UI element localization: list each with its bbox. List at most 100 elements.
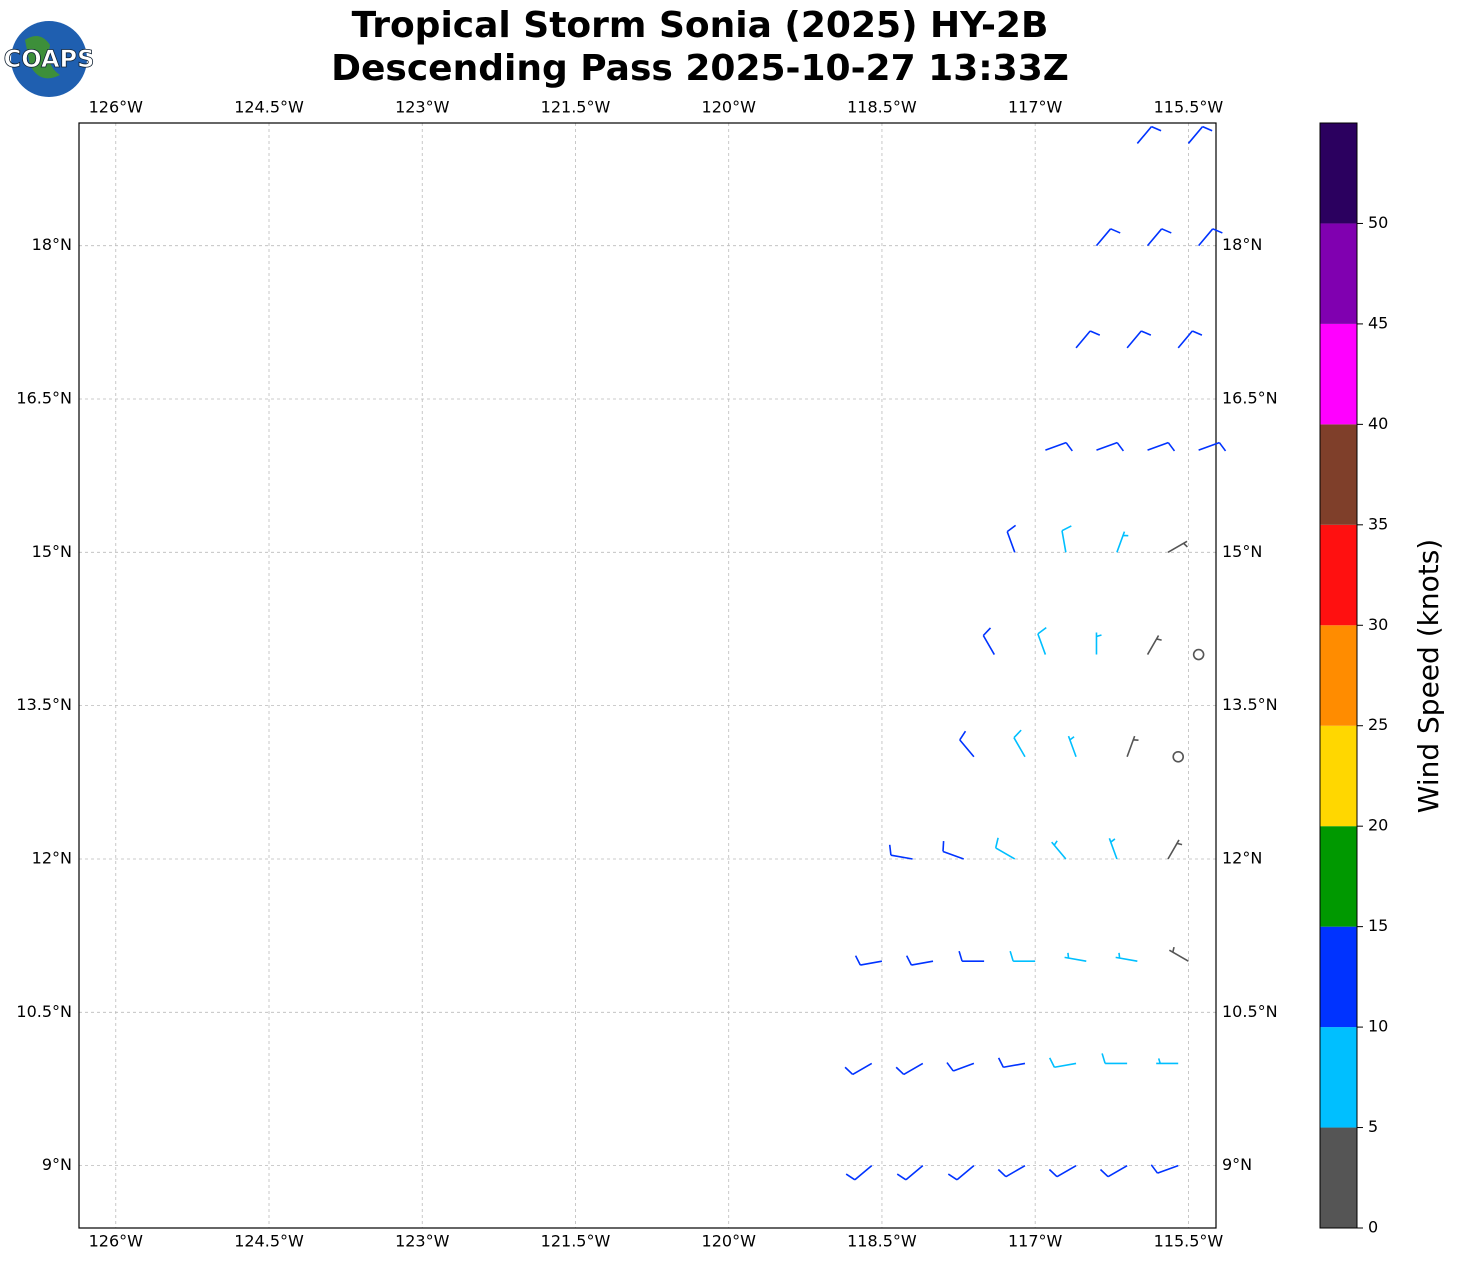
y-tick-label: 10.5°N: [1222, 1002, 1278, 1021]
wind-barb: [1192, 648, 1205, 661]
x-tick-label: 126°W: [89, 98, 144, 117]
x-tick-label: 115.5°W: [1154, 1232, 1224, 1251]
wind-barb: [1051, 840, 1067, 860]
chart-subtitle: Descending Pass 2025-10-27 13:33Z: [331, 48, 1069, 89]
logo-text: COAPS: [4, 45, 95, 73]
wind-barb: [1177, 330, 1203, 349]
colorbar-segment: [1320, 826, 1357, 927]
colorbar-tick-label: 30: [1368, 615, 1388, 634]
wind-barb: [845, 1165, 873, 1181]
wind-barb: [942, 840, 964, 860]
wind-barb: [1126, 735, 1139, 758]
y-tick-label: 10.5°N: [16, 1002, 72, 1021]
wind-barb: [997, 1164, 1026, 1178]
colorbar-frame: [1319, 122, 1358, 1229]
colorbar-segment: [1320, 926, 1357, 1028]
colorbar-segment: [1320, 1127, 1357, 1228]
wind-barb: [1006, 524, 1017, 553]
x-tick-label: 121.5°W: [541, 1232, 611, 1251]
wind-barb: [1172, 750, 1185, 763]
y-tick-label: 15°N: [32, 542, 72, 561]
wind-barb: [1013, 729, 1026, 758]
wind-barb: [1108, 838, 1118, 860]
x-tick-label: 124.5°W: [234, 98, 304, 117]
wind-barb: [1061, 525, 1072, 553]
chart-title: Tropical Storm Sonia (2025) HY-2B: [352, 5, 1049, 46]
wind-barb: [844, 1062, 873, 1076]
x-tick-label: 115.5°W: [1154, 98, 1224, 117]
colorbar-label: Wind Speed (knots): [1412, 539, 1445, 813]
colorbar-segment: [1320, 223, 1357, 324]
wind-barb: [946, 1062, 975, 1072]
x-tick-label: 117°W: [1008, 98, 1063, 117]
wind-barb: [1187, 125, 1213, 144]
x-tick-label: 121.5°W: [541, 98, 611, 117]
wind-barb: [854, 955, 883, 966]
colorbar-tick-label: 5: [1368, 1117, 1378, 1136]
y-tick-label: 12°N: [1222, 848, 1262, 867]
x-tick-label: 118.5°W: [847, 98, 917, 117]
wind-barb: [1075, 330, 1101, 349]
y-tick-label: 18°N: [32, 235, 72, 254]
wind-barb: [1156, 1058, 1179, 1065]
wind-barb: [1167, 839, 1183, 860]
wind-barb: [1048, 1164, 1077, 1178]
wind-barb: [982, 627, 996, 655]
wind-barb: [1101, 1053, 1128, 1065]
x-tick-label: 123°W: [395, 98, 450, 117]
wind-barb: [947, 1165, 975, 1181]
wind-barb: [1095, 228, 1121, 247]
wind-barb: [888, 844, 913, 860]
y-tick-label: 9°N: [1222, 1155, 1252, 1174]
wind-barb: [1048, 1057, 1077, 1069]
wind-barb: [1099, 1164, 1128, 1178]
logo-land: [25, 36, 60, 79]
y-tick-label: 15°N: [1222, 542, 1262, 561]
colorbar-segment: [1320, 524, 1357, 626]
colorbar-tick-label: 25: [1368, 715, 1388, 734]
x-tick-label: 120°W: [702, 98, 757, 117]
y-tick-label: 18°N: [1222, 235, 1262, 254]
y-tick-label: 16.5°N: [1222, 388, 1278, 407]
wind-barb: [1147, 441, 1176, 452]
wind-barb: [895, 1062, 924, 1076]
wind-barb: [1167, 540, 1188, 554]
wind-barb: [1146, 228, 1172, 247]
wind-barb: [1126, 330, 1152, 349]
wind-barb: [1136, 125, 1162, 144]
wind-barb: [1067, 735, 1077, 758]
y-tick-label: 13.5°N: [16, 695, 72, 714]
colorbar-tick-label: 0: [1368, 1218, 1378, 1237]
wind-barb: [1115, 952, 1138, 962]
wind-barb: [1168, 946, 1189, 962]
wind-barb: [1198, 228, 1223, 247]
wind-barb: [905, 955, 934, 966]
wind-barb: [994, 837, 1016, 860]
y-tick-label: 9°N: [42, 1155, 72, 1174]
colorbar-tick-label: 40: [1368, 414, 1388, 433]
plot-frame: [78, 122, 1217, 1229]
colorbar-tick-label: 50: [1368, 213, 1388, 232]
y-tick-label: 12°N: [32, 848, 72, 867]
wind-barb: [1150, 1164, 1179, 1174]
wind-barb: [896, 1165, 924, 1181]
y-tick-label: 16.5°N: [16, 388, 72, 407]
wind-barb: [1095, 632, 1102, 655]
colorbar-segment: [1320, 323, 1357, 425]
wind-barb: [1116, 531, 1129, 553]
x-tick-label: 124.5°W: [234, 1232, 304, 1251]
colorbar-segment: [1320, 1027, 1357, 1128]
x-tick-label: 117°W: [1008, 1232, 1063, 1251]
colorbar-tick-label: 10: [1368, 1017, 1388, 1036]
wind-barb: [959, 730, 975, 758]
wind-barb: [1064, 952, 1087, 962]
wind-barb: [1198, 441, 1227, 452]
x-tick-label: 123°W: [395, 1232, 450, 1251]
colorbar-tick-label: 20: [1368, 816, 1388, 835]
colorbar-segment: [1320, 725, 1357, 827]
wind-barb: [997, 1057, 1026, 1069]
colorbar-tick-label: 35: [1368, 514, 1388, 533]
wind-barb: [958, 950, 985, 963]
